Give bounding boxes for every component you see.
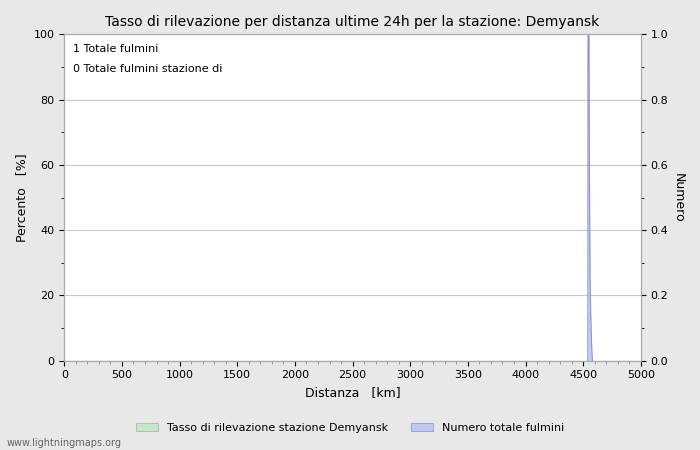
Y-axis label: Numero: Numero [672,173,685,222]
X-axis label: Distanza   [km]: Distanza [km] [304,386,400,399]
Legend: Tasso di rilevazione stazione Demyansk, Numero totale fulmini: Tasso di rilevazione stazione Demyansk, … [132,419,568,438]
Text: www.lightningmaps.org: www.lightningmaps.org [7,438,122,448]
Text: 0 Totale fulmini stazione di: 0 Totale fulmini stazione di [73,64,223,74]
Y-axis label: Percento   [%]: Percento [%] [15,153,28,242]
Text: 1 Totale fulmini: 1 Totale fulmini [73,44,158,54]
Title: Tasso di rilevazione per distanza ultime 24h per la stazione: Demyansk: Tasso di rilevazione per distanza ultime… [106,15,600,29]
